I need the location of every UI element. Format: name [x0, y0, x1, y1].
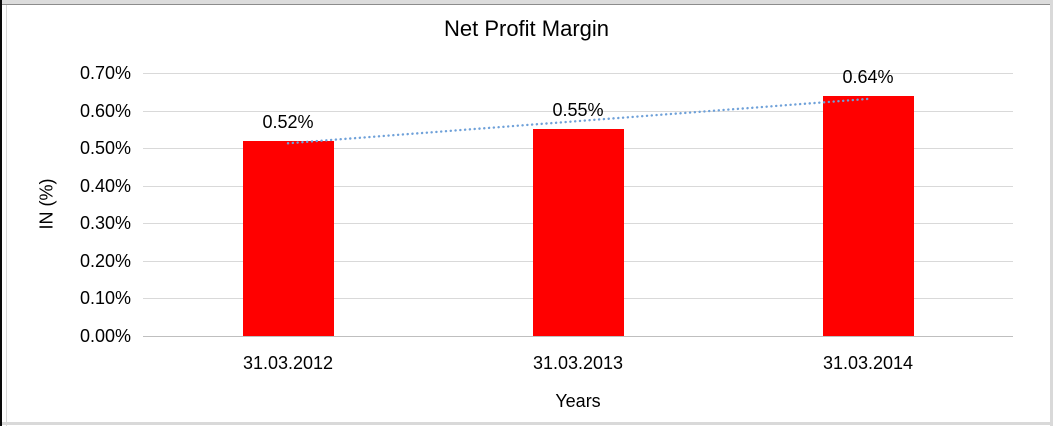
gridline	[143, 336, 1013, 337]
frame-inner-left-border	[6, 5, 7, 426]
gridline	[143, 73, 1013, 74]
bar-data-label: 0.52%	[262, 111, 314, 132]
x-axis-tick-label: 31.03.2014	[822, 353, 914, 373]
x-axis-title: Years	[555, 391, 601, 411]
bar-31.03.2014	[822, 95, 914, 336]
y-axis-tick-label: 0.50%	[79, 138, 131, 159]
frame-top-border	[0, 0, 1053, 5]
y-axis-tick-label: 0.10%	[79, 288, 131, 309]
y-axis-tick-label: 0.60%	[79, 100, 131, 121]
bar-31.03.2013	[532, 129, 624, 336]
y-axis-tick-label: 0.20%	[79, 250, 131, 271]
frame-bottom-border	[2, 422, 1053, 425]
bar-31.03.2012	[242, 140, 334, 336]
x-axis-tick-label: 31.03.2012	[242, 353, 334, 373]
bar-data-label: 0.64%	[842, 66, 894, 87]
frame-right-border	[1050, 0, 1053, 426]
bar-data-label: 0.55%	[552, 100, 604, 121]
y-axis-tick-label: 0.00%	[79, 326, 131, 346]
y-axis-tick-label: 0.40%	[79, 175, 131, 196]
y-axis-tick-label: 0.30%	[79, 213, 131, 234]
x-axis-tick-label: 31.03.2013	[532, 353, 624, 373]
y-axis-tick-label: 0.70%	[79, 63, 131, 83]
frame-left-border	[0, 0, 2, 426]
chart-title: Net Profit Margin	[443, 16, 610, 41]
